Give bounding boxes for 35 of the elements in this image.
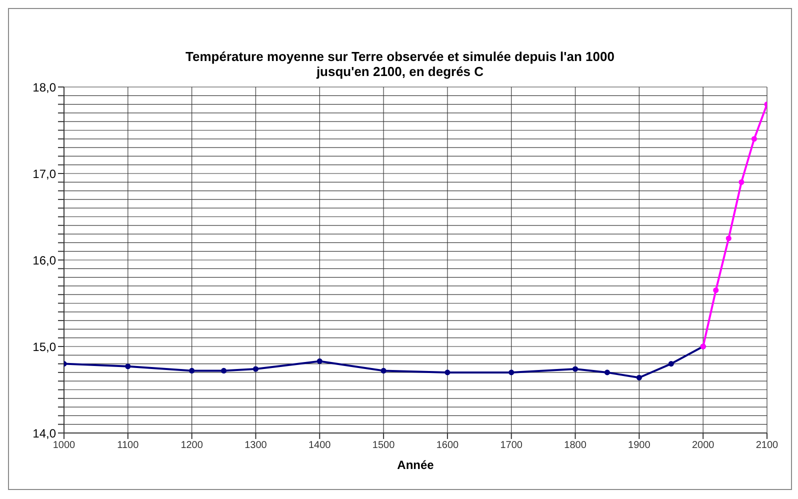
x-tick-label: 1500 — [372, 440, 396, 452]
y-tick-label: 17,0 — [32, 166, 56, 181]
x-tick-label: 1900 — [628, 440, 651, 452]
point — [751, 136, 758, 142]
x-tick-label: 2100 — [756, 440, 779, 452]
point — [444, 370, 450, 376]
x-tick-label: 1200 — [180, 440, 204, 452]
point — [316, 358, 322, 364]
y-tick-label: 18,0 — [32, 80, 56, 94]
point — [380, 368, 386, 374]
x-tick-label: 1700 — [500, 440, 523, 452]
point — [508, 370, 514, 376]
y-tick-label: 14,0 — [32, 426, 56, 440]
x-tick-label: 1000 — [52, 440, 76, 452]
point — [668, 361, 674, 367]
point — [636, 374, 642, 380]
x-tick-label: 1100 — [117, 440, 140, 452]
x-tick-label: 1300 — [244, 440, 268, 452]
x-tick-label: 1600 — [436, 440, 460, 452]
point — [189, 368, 195, 374]
point — [572, 366, 578, 372]
x-tick-label: 2000 — [692, 440, 715, 452]
chart-title: Température moyenne sur Terre observée et simulée depuis l'an 1000 jusqu'en 2100, en degrés C — [184, 48, 616, 79]
x-axis-title: Année — [397, 458, 434, 472]
point — [713, 287, 719, 294]
point — [220, 368, 227, 374]
point — [726, 236, 732, 242]
point — [604, 370, 610, 376]
x-tick-label: 1800 — [564, 440, 587, 452]
y-tick-label: 16,0 — [32, 253, 56, 268]
point — [252, 366, 259, 372]
point — [738, 179, 744, 185]
x-tick-label: 1400 — [308, 440, 332, 452]
y-tick-label: 15,0 — [32, 340, 56, 354]
point — [125, 364, 131, 370]
